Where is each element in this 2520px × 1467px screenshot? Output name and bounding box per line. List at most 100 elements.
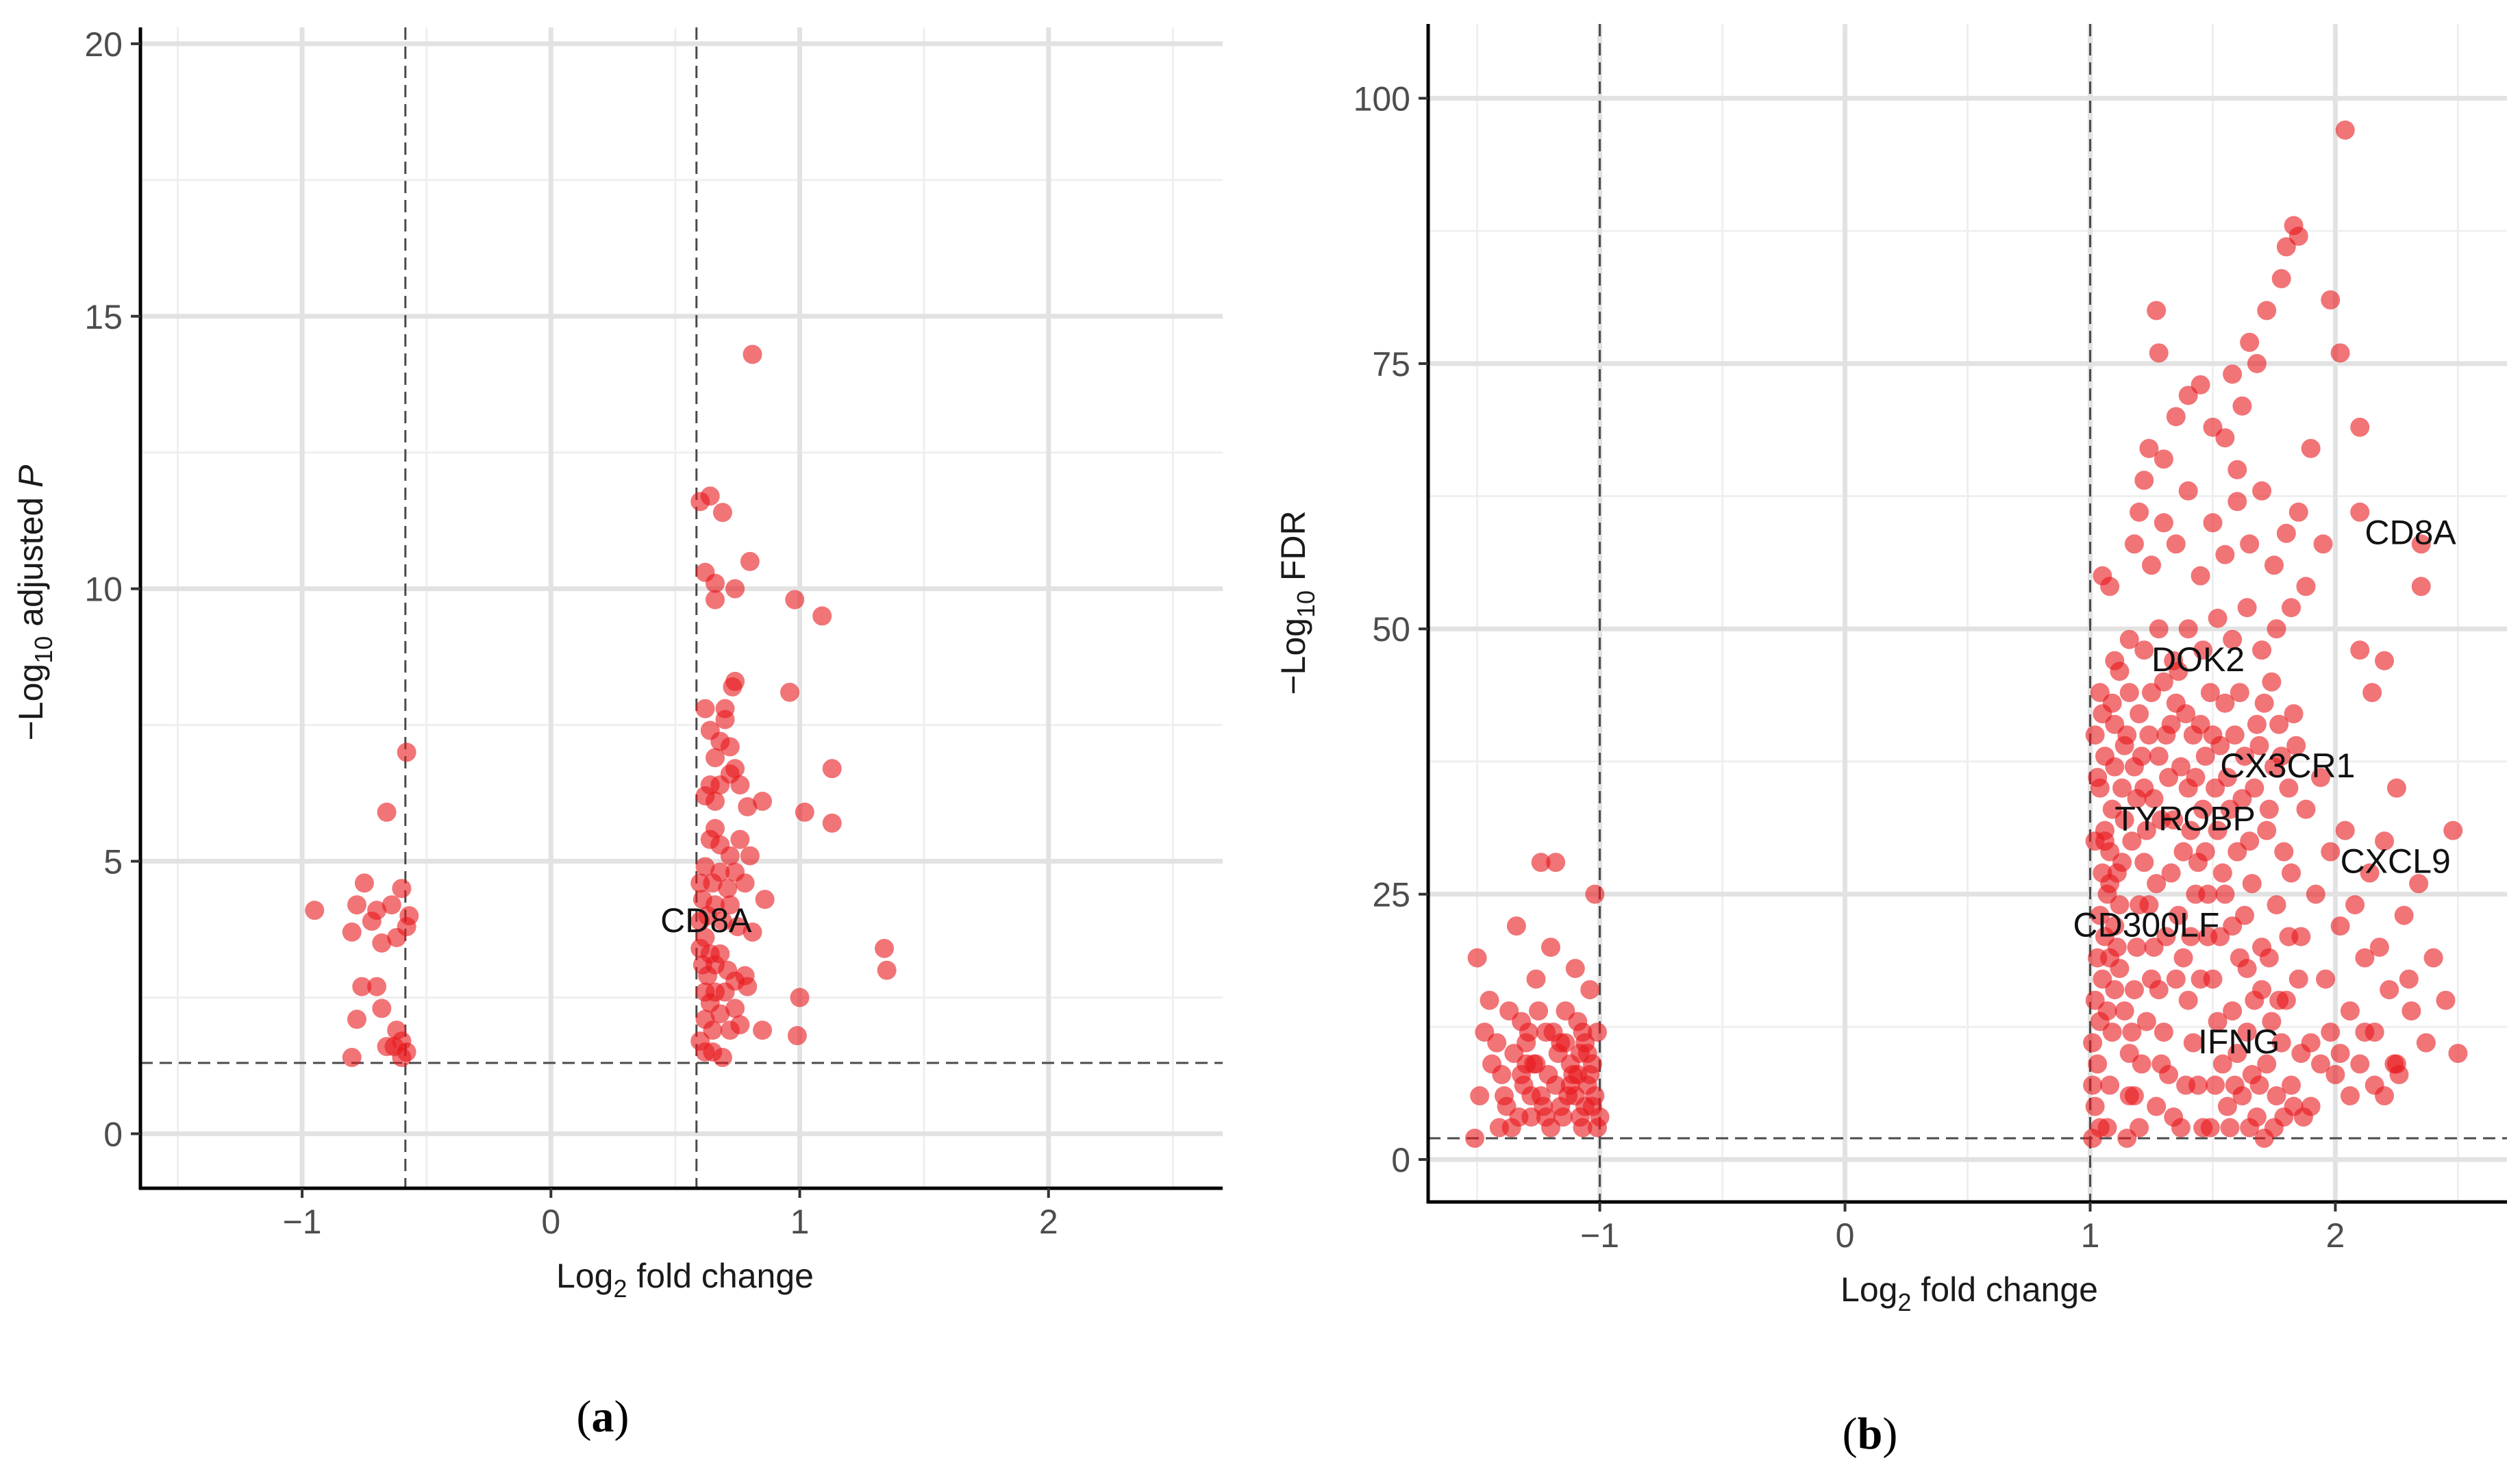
panel-a-gene-point (690, 873, 710, 893)
panel-a-gene-point (780, 682, 799, 702)
panel-b-gene-point (2245, 778, 2265, 798)
panel-b-gene-point (2141, 683, 2161, 703)
panel-b-gene-point (2178, 990, 2198, 1010)
panel-a-gene-point (347, 895, 366, 915)
panel-b-gene-point (2183, 1033, 2203, 1053)
panel-a-x-tick-label: 0 (541, 1203, 560, 1241)
panel-b-gene-point (2215, 693, 2235, 713)
panel-b-gene-point (2210, 927, 2230, 946)
panel-b-gene-point (2223, 1001, 2243, 1021)
panel-b-gene-point (2161, 714, 2181, 734)
panel-b-gene-point (2151, 810, 2171, 830)
panel-b-gene-point (2340, 1086, 2360, 1106)
panel-b-gene-point (1546, 853, 1566, 873)
panel-b-gene-point (2195, 842, 2215, 862)
panel-b-gene-point (2423, 948, 2443, 968)
panel-b-gene-point (2206, 1075, 2225, 1095)
panel-b-gene-point (2288, 502, 2308, 522)
panel-b-gene-point (2149, 619, 2169, 639)
panel-b-gene-point (2191, 969, 2210, 989)
panel-b-gene-point (2147, 874, 2167, 894)
panel-b-gene-point (2114, 810, 2134, 830)
panel-b-gene-point (1531, 1086, 1551, 1106)
panel-b-gene-point (2350, 502, 2370, 522)
panel-b-gene-point (2112, 778, 2132, 798)
panel-b-gene-point (2124, 980, 2144, 1000)
panel-b-gene-point (2154, 449, 2173, 469)
panel-a-y-tick-label: 10 (84, 570, 123, 609)
panel-a-gene-point (703, 1020, 723, 1040)
panel-b-gene-point (2293, 1107, 2313, 1127)
panel-b-gene-point (2171, 1118, 2191, 1138)
panel-b-gene-point (2384, 1054, 2404, 1074)
panel-b-gene-point (2095, 747, 2114, 766)
panel-a-gene-point (695, 927, 715, 947)
panel-b-gene-point (1506, 916, 1526, 936)
panel-b-points (1465, 120, 2468, 1149)
panel-b-gene-point (2083, 1075, 2103, 1095)
panel-b-gene-label: TYROBP (2114, 800, 2256, 838)
panel-b-gene-point (1494, 1086, 1514, 1106)
panel-b-gene-point (2340, 1001, 2360, 1021)
panel-b-gene-point (2375, 831, 2395, 851)
panel-a-x-tick-label: 2 (1039, 1203, 1058, 1241)
panel-a-gene-point (695, 857, 715, 877)
panel-a-gene-point (787, 1026, 807, 1046)
panel-b-gene-point (1521, 1107, 1541, 1127)
panel-b-gene-point (2247, 714, 2267, 734)
panel-b-gene-point (1475, 1023, 1495, 1042)
panel-b-gene-point (2249, 736, 2269, 755)
panel-b-gene-point (2217, 1096, 2237, 1116)
panel-b-gene-point (2100, 577, 2120, 597)
panel-b-gene-point (1573, 1023, 1593, 1042)
panel-a-gene-point (720, 846, 740, 866)
panel-b-gene-point (2330, 343, 2350, 363)
panel-a-gene-point (710, 1004, 730, 1024)
panel-b-gene-point (2176, 704, 2196, 724)
panel-b-gene-point (1585, 884, 1605, 904)
panel-b-gene-point (2267, 895, 2286, 915)
panel-b-gene-point (2252, 481, 2272, 501)
panel-b-y-tick-label: 50 (1372, 610, 1410, 649)
panel-b-gene-point (2448, 1044, 2468, 1064)
panel-b-gene-point (2365, 1075, 2384, 1095)
panel-a-gene-point (822, 759, 842, 779)
panel-b-gene-point (2245, 990, 2265, 1010)
panel-a-gene-point (377, 1037, 397, 1057)
panel-b-gene-point (2394, 905, 2414, 925)
panel-b-gene-point (2330, 1044, 2350, 1064)
panel-a-gene-point (347, 1010, 366, 1029)
panel-b-gene-point (2154, 1023, 2173, 1042)
panel-b-x-axis-title: Log2 fold change (1841, 1270, 2098, 1316)
panel-b-gene-point (1536, 1023, 1556, 1042)
panel-b-gene-point (2321, 290, 2341, 310)
panel-b-gene-point (2399, 969, 2419, 989)
panel-b-gene-point (1512, 1065, 1532, 1085)
panel-b-gene-point (2225, 725, 2245, 745)
panel-a-gene-point (352, 977, 372, 996)
panel-a-gene-point (695, 699, 715, 718)
panel-b-gene-point (2215, 544, 2235, 564)
panel-b-gene-point (2271, 1033, 2291, 1053)
panel-a-gene-point (342, 922, 362, 942)
panel-b-x-tick-label: 1 (2081, 1216, 2100, 1255)
panel-a-gene-point (755, 890, 775, 910)
panel-a-y-tick-label: 15 (84, 298, 123, 336)
panel-b-gene-point (2296, 799, 2316, 819)
panel-b-gene-label: CD8A (2365, 513, 2456, 551)
panel-b-gene-point (2130, 895, 2149, 915)
panel-a-gene-point (712, 503, 732, 523)
panel-b-gene-point (1546, 1075, 1566, 1095)
panel-a-gene-point (738, 977, 758, 996)
panel-b-gene-point (2127, 789, 2147, 809)
panel-b-gene-point (1517, 1033, 1536, 1053)
panel-b-gene-point (2203, 417, 2223, 437)
panel-b-gene-point (1467, 948, 1487, 968)
panel-b-gene-point (2122, 1023, 2142, 1042)
panel-a-gene-point (795, 802, 814, 822)
panel-b-gene-point (2107, 863, 2127, 883)
panel-b-gene-point (2335, 120, 2355, 140)
panel-b-gene-point (2134, 853, 2154, 873)
panel-b-gene-point (2164, 651, 2184, 670)
panel-b-gene-point (2149, 343, 2169, 363)
